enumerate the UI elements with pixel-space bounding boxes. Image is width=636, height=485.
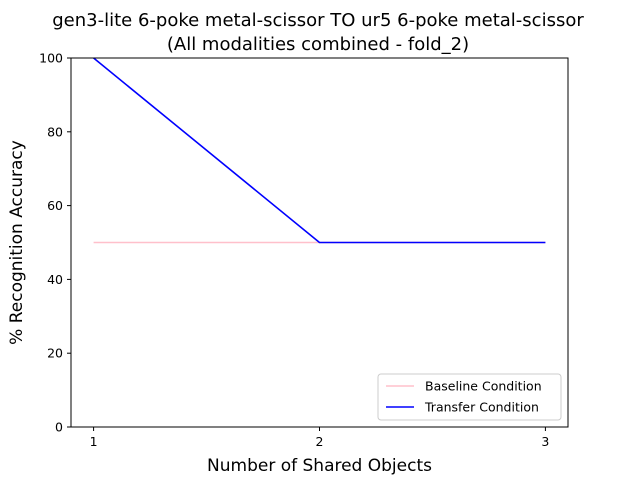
y-tick-label-2: 40 bbox=[47, 272, 63, 287]
chart-title-line1: gen3-lite 6-poke metal-scissor TO ur5 6-… bbox=[52, 10, 584, 31]
y-tick-label-3: 60 bbox=[47, 198, 63, 213]
x-axis-ticks: 1 2 3 bbox=[90, 427, 549, 449]
chart-title-line2: (All modalities combined - fold_2) bbox=[167, 34, 469, 55]
legend-label-1: Transfer Condition bbox=[424, 400, 539, 415]
x-axis-label: Number of Shared Objects bbox=[207, 456, 432, 476]
y-tick-label-1: 20 bbox=[47, 346, 63, 361]
y-tick-label-4: 80 bbox=[47, 124, 63, 139]
x-tick-label-1: 2 bbox=[316, 434, 324, 449]
x-tick-label-0: 1 bbox=[90, 434, 98, 449]
y-tick-label-5: 100 bbox=[39, 51, 63, 66]
legend-entries: Baseline Condition Transfer Condition bbox=[386, 379, 542, 415]
legend-box bbox=[377, 373, 562, 421]
y-tick-label-0: 0 bbox=[55, 420, 63, 435]
x-tick-label-2: 3 bbox=[541, 434, 549, 449]
legend-label-0: Baseline Condition bbox=[425, 379, 542, 394]
y-axis-ticks: 0 20 40 60 80 100 bbox=[39, 51, 71, 435]
y-axis-label: % Recognition Accuracy bbox=[7, 140, 27, 345]
series-layer bbox=[93, 57, 546, 244]
series-line-1 bbox=[93, 57, 546, 244]
legend: Baseline Condition Transfer Condition bbox=[377, 373, 562, 421]
